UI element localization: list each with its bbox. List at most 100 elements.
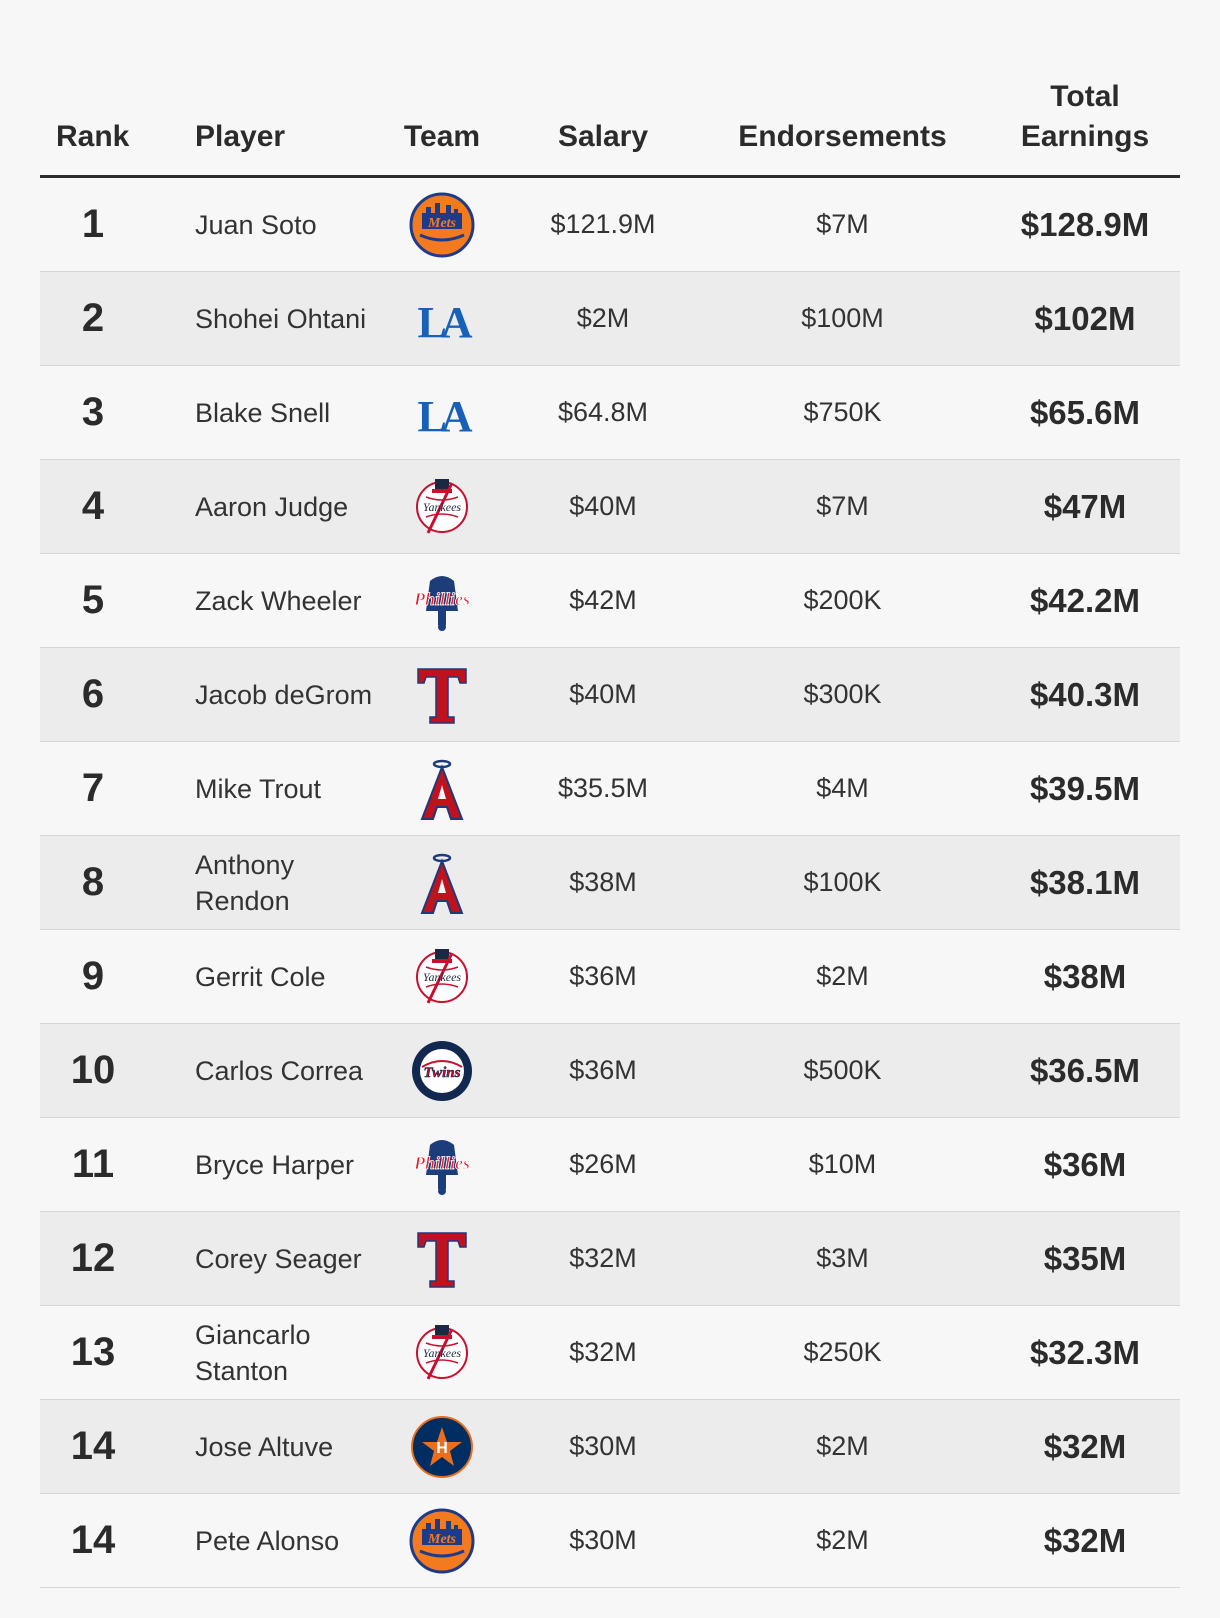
svg-text:Mets: Mets <box>427 1532 457 1547</box>
endorsements-cell: $500K <box>803 1055 882 1085</box>
endorsements-cell: $750K <box>803 397 882 427</box>
salary-cell: $26M <box>569 1149 637 1179</box>
team-cell: Mets <box>402 1494 482 1587</box>
table-row: 14 Jose Altuve H $30M $2M $32M <box>40 1400 1180 1494</box>
team-cell <box>402 742 482 835</box>
table-body: 1 Juan Soto Mets $121.9M $7M $128.9M 2 Shohei O… <box>40 178 1180 1588</box>
rank-cell: 10 <box>70 1048 116 1092</box>
rank-cell: 2 <box>81 296 105 340</box>
table-row: 3 Blake Snell LA $64.8M $750K $65.6M <box>40 366 1180 460</box>
rank-cell: 1 <box>81 202 105 246</box>
table-row: 13 Giancarlo Stanton Yankees $32M $250K $32.3… <box>40 1306 1180 1400</box>
twins-logo-icon: Twins <box>408 1037 476 1105</box>
phillies-logo-icon: Phillies <box>408 567 476 635</box>
svg-text:Yankees: Yankees <box>423 1346 462 1360</box>
header-team: Team <box>403 120 481 153</box>
player-name-cell: Zack Wheeler <box>195 585 362 616</box>
yankees-logo-icon: Yankees <box>408 473 476 541</box>
dodgers-logo-icon: LA <box>408 379 476 447</box>
player-name-cell: Jose Altuve <box>195 1431 334 1462</box>
salary-cell: $40M <box>569 679 637 709</box>
earnings-table: Rank Player Team Salary Endorsements Tot… <box>40 0 1180 1588</box>
team-cell: Phillies <box>402 1118 482 1211</box>
endorsements-cell: $2M <box>816 1431 869 1461</box>
player-name-cell: Aaron Judge <box>195 491 349 522</box>
endorsements-cell: $2M <box>816 961 869 991</box>
player-name-cell: Gerrit Cole <box>195 961 326 992</box>
header-total-line1: Total <box>1050 80 1120 113</box>
team-cell: LA <box>402 366 482 459</box>
header-rank: Rank <box>56 120 130 153</box>
salary-cell: $42M <box>569 585 637 615</box>
total-earnings-cell: $35M <box>1043 1239 1127 1277</box>
player-name-cell: Blake Snell <box>195 397 331 428</box>
table-row: 7 Mike Trout $35.5M $4M $39.5M <box>40 742 1180 836</box>
team-cell: Mets <box>402 178 482 271</box>
player-name-cell: Juan Soto <box>195 209 317 240</box>
rank-cell: 14 <box>70 1518 116 1562</box>
salary-cell: $36M <box>569 1055 637 1085</box>
table-row: 6 Jacob deGrom $40M $300K $40.3M <box>40 648 1180 742</box>
salary-cell: $64.8M <box>557 397 649 427</box>
header-total-line2: Earnings <box>1020 120 1150 153</box>
svg-text:Yankees: Yankees <box>423 970 462 984</box>
rangers-logo-icon <box>408 661 476 729</box>
salary-cell: $32M <box>569 1243 637 1273</box>
total-earnings-cell: $102M <box>1034 299 1136 337</box>
svg-text:Mets: Mets <box>427 216 457 231</box>
player-name-cell: Bryce Harper <box>195 1149 355 1180</box>
header-endorsements: Endorsements <box>738 120 947 153</box>
svg-text:LA: LA <box>417 392 472 441</box>
rank-cell: 14 <box>70 1424 116 1468</box>
salary-cell: $30M <box>569 1431 637 1461</box>
endorsements-cell: $100K <box>803 867 882 897</box>
player-name-cell: Pete Alonso <box>195 1525 340 1556</box>
table-row: 5 Zack Wheeler Phillies $42M $200K $42.2M <box>40 554 1180 648</box>
endorsements-cell: $300K <box>803 679 882 709</box>
rank-cell: 12 <box>70 1236 116 1280</box>
total-earnings-cell: $32.3M <box>1029 1333 1141 1371</box>
total-earnings-cell: $42.2M <box>1029 581 1141 619</box>
table-row: 4 Aaron Judge Yankees $40M $7M $47M <box>40 460 1180 554</box>
player-name-cell: Mike Trout <box>195 773 322 804</box>
player-name-cell: Corey Seager <box>195 1243 362 1274</box>
svg-text:H: H <box>436 1440 448 1457</box>
total-earnings-cell: $36.5M <box>1029 1051 1141 1089</box>
table-row: 8 Anthony Rendon $38M $100K $38.1M <box>40 836 1180 930</box>
endorsements-cell: $250K <box>803 1337 882 1367</box>
rank-cell: 11 <box>71 1142 115 1186</box>
rank-cell: 4 <box>81 484 105 528</box>
salary-cell: $30M <box>569 1525 637 1555</box>
player-name-cell: Jacob deGrom <box>195 679 373 710</box>
team-cell: Yankees <box>402 930 482 1023</box>
player-name-cell: Shohei Ohtani <box>195 303 367 334</box>
rank-cell: 8 <box>81 860 105 904</box>
total-earnings-cell: $38M <box>1043 957 1127 995</box>
team-cell: LA <box>402 272 482 365</box>
table-header: Rank Player Team Salary Endorsements Tot… <box>40 0 1180 178</box>
player-name-cell: Carlos Correa <box>195 1055 364 1086</box>
svg-text:Phillies: Phillies <box>413 589 470 609</box>
rank-cell: 13 <box>70 1330 116 1374</box>
salary-cell: $35.5M <box>557 773 649 803</box>
team-cell <box>402 1212 482 1305</box>
total-earnings-cell: $32M <box>1043 1521 1127 1559</box>
endorsements-cell: $7M <box>816 491 869 521</box>
yankees-logo-icon: Yankees <box>408 1319 476 1387</box>
team-cell: Yankees <box>402 1306 482 1399</box>
endorsements-cell: $7M <box>816 209 869 239</box>
rank-cell: 5 <box>81 578 105 622</box>
svg-text:Yankees: Yankees <box>423 500 462 514</box>
table-row: 9 Gerrit Cole Yankees $36M $2M $38M <box>40 930 1180 1024</box>
rank-cell: 7 <box>81 766 105 810</box>
table-row: 11 Bryce Harper Phillies $26M $10M $36M <box>40 1118 1180 1212</box>
astros-logo-icon: H <box>408 1413 476 1481</box>
endorsements-cell: $4M <box>816 773 869 803</box>
salary-cell: $38M <box>569 867 637 897</box>
team-cell: Phillies <box>402 554 482 647</box>
svg-text:Phillies: Phillies <box>413 1153 470 1173</box>
table-row: 12 Corey Seager $32M $3M $35M <box>40 1212 1180 1306</box>
total-earnings-cell: $47M <box>1043 487 1127 525</box>
header-salary: Salary <box>557 120 649 153</box>
rank-cell: 6 <box>81 672 105 716</box>
